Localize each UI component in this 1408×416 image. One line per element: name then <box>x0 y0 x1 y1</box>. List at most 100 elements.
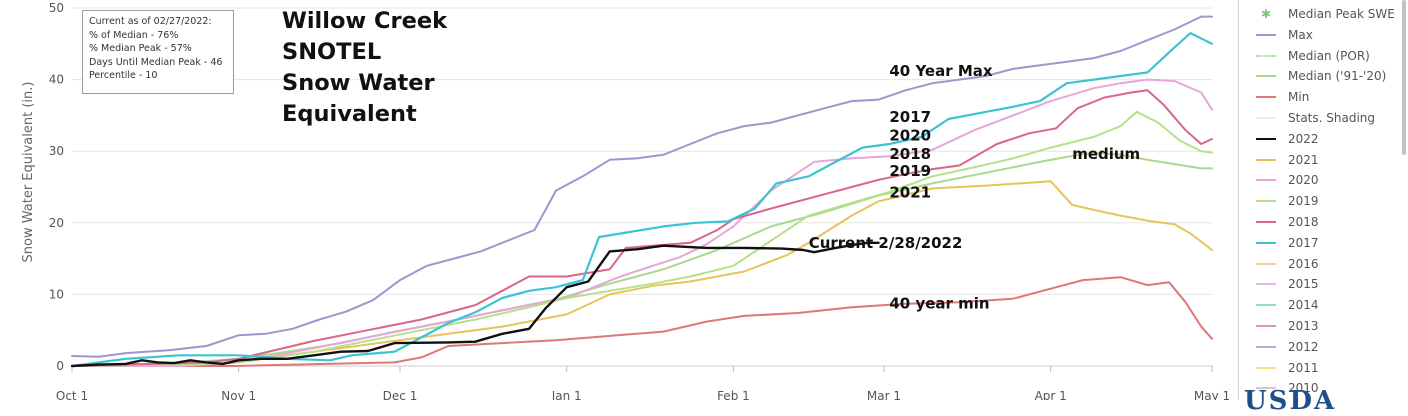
legend-item[interactable]: 2012 <box>1256 337 1319 357</box>
legend-item[interactable]: 2014 <box>1256 295 1319 315</box>
legend-label: 2012 <box>1288 339 1319 354</box>
legend-swatch <box>1256 117 1276 119</box>
legend-item[interactable]: Median ('91-'20) <box>1256 66 1386 86</box>
legend-item[interactable]: 2015 <box>1256 274 1319 294</box>
y-tick-label: 10 <box>49 287 64 301</box>
legend-item[interactable]: 2021 <box>1256 150 1319 170</box>
current-status-box: Current as of 02/27/2022: % of Median - … <box>82 10 234 94</box>
overlay-title-line: SNOTEL <box>282 39 382 65</box>
legend-label: 2019 <box>1288 194 1319 209</box>
legend-label: 2020 <box>1288 173 1319 188</box>
annotation-label: 2020 <box>889 126 931 144</box>
legend-item[interactable]: 2010 <box>1256 378 1319 398</box>
legend-swatch <box>1256 387 1276 390</box>
series-line-min[interactable] <box>71 276 1213 367</box>
legend-swatch <box>1256 241 1276 244</box>
series-line-2019[interactable] <box>71 110 1213 367</box>
legend-label: 2011 <box>1288 360 1319 375</box>
legend-scrollbar[interactable] <box>1402 0 1406 155</box>
status-line-percentile: Percentile - 10 <box>89 70 158 81</box>
x-tick-label: Oct 1 <box>56 389 88 400</box>
legend-item[interactable]: 2022 <box>1256 129 1319 149</box>
star-marker-icon: ✱ <box>1260 7 1272 21</box>
legend-swatch <box>1256 75 1276 78</box>
legend-label: 2018 <box>1288 215 1319 229</box>
series-line-2017[interactable] <box>70 32 1214 368</box>
status-line-pct-median: % of Median - 76% <box>89 29 179 41</box>
status-line-days-until-peak: Days Until Median Peak - 46 <box>89 56 223 68</box>
overlay-title-line: Snow Water <box>282 70 435 96</box>
series-lines <box>70 15 1214 368</box>
legend-label: 2013 <box>1288 319 1319 333</box>
x-tick-label: Feb 1 <box>717 389 750 400</box>
annotation-label: 2017 <box>889 108 931 126</box>
x-axis: Oct 1 Nov 1 Dec 1 Jan 1 Feb 1 Mar 1 Apr 1 May 1 <box>56 365 1230 400</box>
usda-logo: USDA <box>1244 386 1337 416</box>
series-line-max[interactable] <box>71 15 1213 358</box>
overlay-title: Willow Creek SNOTEL Snow Water Equivalen… <box>282 6 447 130</box>
legend-label: Stats. Shading <box>1288 111 1376 125</box>
legend-item[interactable]: 2017 <box>1256 233 1319 253</box>
overlay-title-line: Willow Creek <box>282 8 448 34</box>
legend-label: Min <box>1288 90 1310 105</box>
legend-swatch <box>1256 283 1276 286</box>
legend-label: 2017 <box>1288 235 1319 250</box>
legend-swatch <box>1256 137 1276 140</box>
legend-label: 2015 <box>1288 277 1319 292</box>
x-tick-label: Dec 1 <box>383 389 418 400</box>
y-tick-label: 40 <box>49 73 64 87</box>
x-tick-label: Nov 1 <box>221 389 256 400</box>
legend-label: 2010 <box>1288 381 1319 396</box>
status-line-pct-median-peak: % Median Peak - 57% <box>89 43 192 54</box>
y-axis-label: Snow Water Equivalent (in.) <box>21 82 36 263</box>
legend-item[interactable]: ✱ Median Peak SWE <box>1256 4 1395 24</box>
y-tick-label: 30 <box>49 144 64 158</box>
annotation-label: medium <box>1072 145 1140 163</box>
annotation-label: Current 2/28/2022 <box>809 234 963 252</box>
annotation-label: 2018 <box>889 145 931 163</box>
annotation-label: 2021 <box>889 184 931 202</box>
x-tick-label: Mar 1 <box>867 389 901 400</box>
y-tick-label: 20 <box>49 216 64 230</box>
y-axis: 0 10 20 30 40 50 <box>49 1 64 373</box>
legend-item[interactable]: 2019 <box>1256 191 1319 211</box>
legend-swatch <box>1256 304 1276 307</box>
legend-swatch <box>1256 345 1276 348</box>
legend-swatch <box>1256 54 1276 57</box>
legend-swatch <box>1256 200 1276 203</box>
legend-item[interactable]: Stats. Shading <box>1256 108 1375 128</box>
legend-label: Median (POR) <box>1288 48 1370 63</box>
series-line-2018[interactable] <box>71 89 1213 367</box>
y-tick-label: 0 <box>56 359 64 373</box>
overlay-title-line: Equivalent <box>282 101 417 127</box>
legend-label: Max <box>1288 27 1313 42</box>
legend-item[interactable]: 2016 <box>1256 254 1319 274</box>
series-line-2021[interactable] <box>71 180 1213 367</box>
legend-item[interactable]: 2013 <box>1256 316 1319 336</box>
legend-swatch <box>1256 262 1276 265</box>
legend-label: 2016 <box>1288 256 1319 271</box>
legend-swatch <box>1256 158 1276 161</box>
legend-item[interactable]: Max <box>1256 25 1313 45</box>
legend-item[interactable]: 2018 <box>1256 212 1319 232</box>
x-tick-label: May 1 <box>1194 389 1230 400</box>
legend-item[interactable]: 2011 <box>1256 358 1319 378</box>
legend-swatch <box>1256 221 1276 223</box>
x-tick-label: Apr 1 <box>1035 389 1067 400</box>
legend-label: 2014 <box>1288 298 1319 313</box>
legend-panel[interactable]: ✱ Median Peak SWE Max Median (POR) Median ('… <box>1238 0 1408 400</box>
legend-item[interactable]: Min <box>1256 87 1309 107</box>
swe-line-chart: 0 10 20 30 40 50 Oct 1 Nov 1 Dec 1 Jan 1 Feb 1 Mar… <box>21 1 1230 400</box>
legend-swatch <box>1256 33 1276 36</box>
series-line-2020[interactable] <box>71 78 1213 367</box>
y-tick-label: 50 <box>49 1 64 15</box>
series-line-2022[interactable] <box>70 241 880 368</box>
x-tick-label: Jan 1 <box>551 389 582 400</box>
legend-swatch <box>1256 179 1276 182</box>
annotation-label: 40 Year Max <box>889 62 993 80</box>
legend-label: 2022 <box>1288 131 1319 146</box>
legend-item[interactable]: Median (POR) <box>1256 46 1370 66</box>
legend-item[interactable]: 2020 <box>1256 170 1319 190</box>
legend-label: Median Peak SWE <box>1288 7 1395 21</box>
